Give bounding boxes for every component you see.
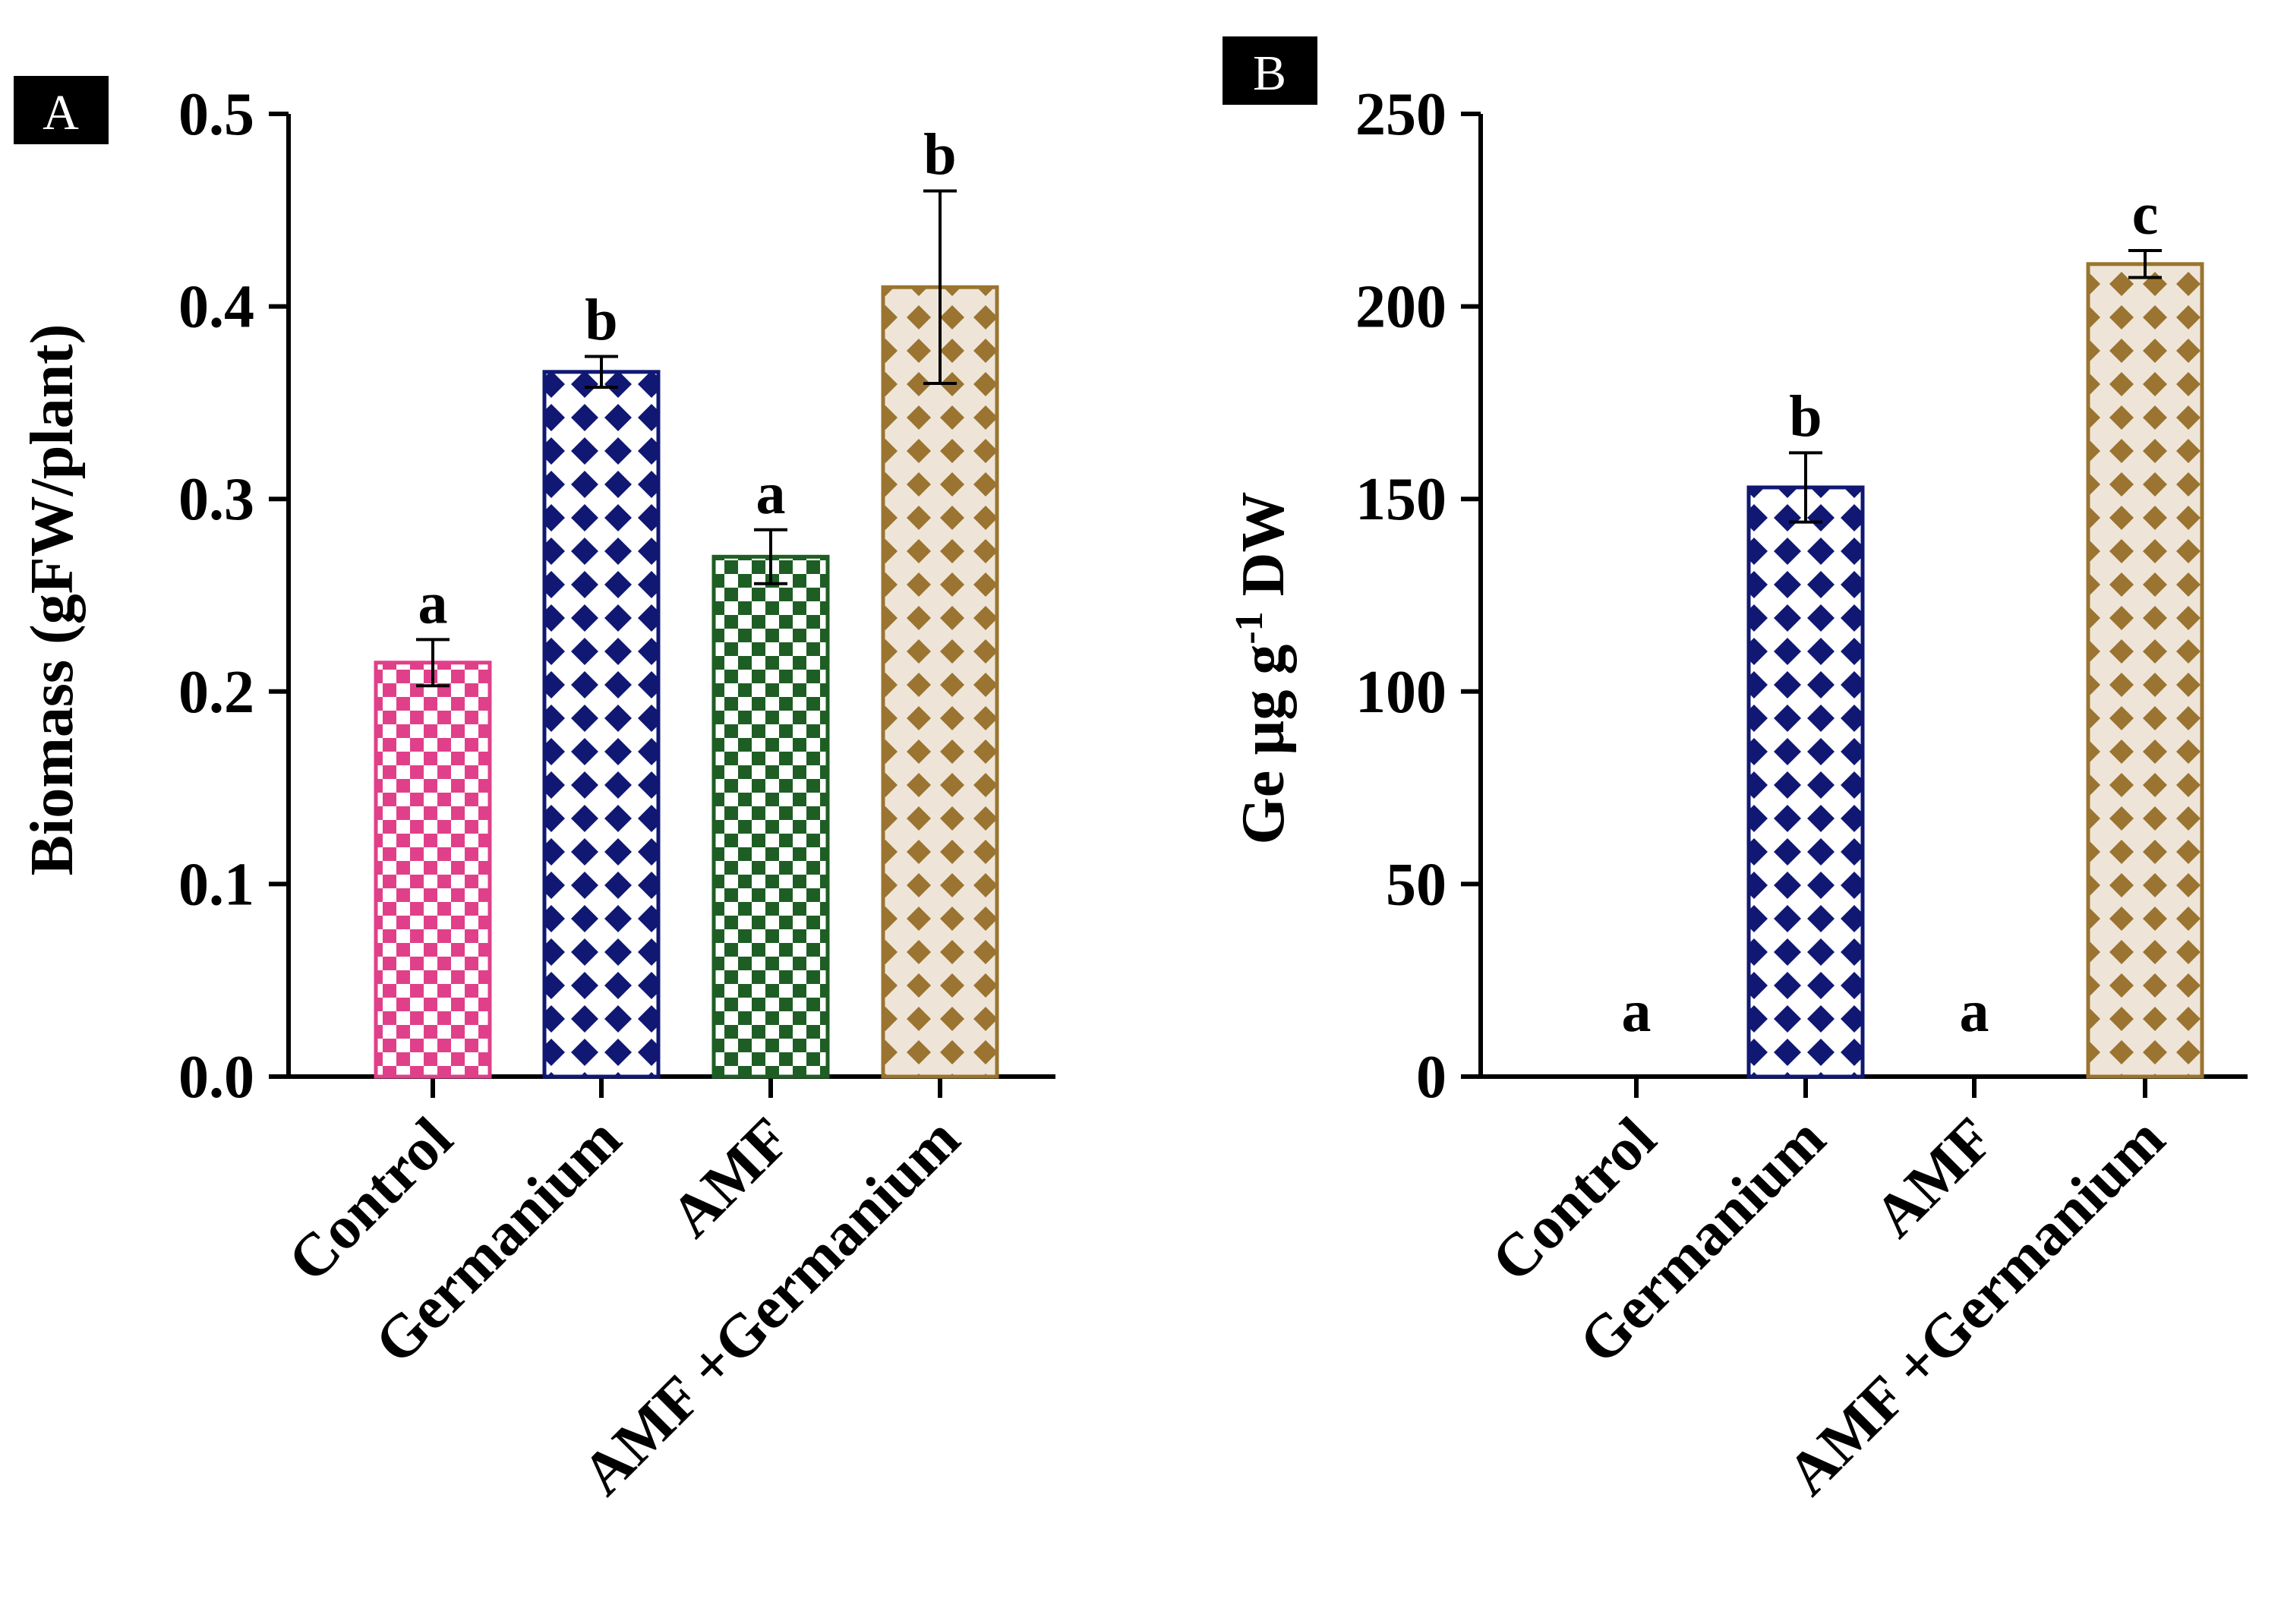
panel-a-y-tick-label: 0.5 bbox=[178, 81, 254, 148]
panel-b-y-tick-label: 100 bbox=[1355, 659, 1447, 726]
panel-b-badge: B bbox=[1223, 36, 1317, 105]
panel-b-y-tick-label: 150 bbox=[1355, 466, 1447, 533]
panel-a-bar-amf-germanium bbox=[881, 285, 999, 1079]
panel-b-bar-amf-germanium bbox=[2086, 262, 2204, 1079]
panel-b-significance-letter: b bbox=[1789, 383, 1822, 449]
panel-b-significance-letter: c bbox=[2132, 181, 2159, 247]
svg-text:A: A bbox=[43, 85, 79, 140]
panel-a: A Biomass (gFW/plant) 0.0 0.1 0.2 0.3 0.4 0.5… bbox=[14, 76, 1055, 1508]
panel-a-significance-letter: b bbox=[923, 121, 956, 187]
panel-a-bar-amf bbox=[711, 554, 830, 1079]
panel-b: B Ge µg g-1 DW 050100150200250ControlGer… bbox=[1223, 36, 2248, 1508]
panel-b-significance-letter: a bbox=[1960, 978, 1989, 1044]
panel-a-significance-letter: b bbox=[585, 287, 617, 353]
panel-b-significance-letter: a bbox=[1622, 978, 1652, 1044]
panel-a-y-tick-label: 0.3 bbox=[178, 466, 254, 533]
panel-b-bars: a b a c bbox=[1622, 181, 2204, 1079]
panel-a-y-axis-label: Biomass (gFW/plant) bbox=[19, 324, 86, 876]
panel-b-y-tick-label: 250 bbox=[1355, 81, 1447, 148]
panel-b-y-axis-label: Ge µg g-1 DW bbox=[1228, 492, 1298, 845]
panel-b-x-tick-label: AMF bbox=[1862, 1105, 2007, 1250]
panel-b-bar-germanium bbox=[1746, 485, 1865, 1079]
panel-b-y-tick-label: 0 bbox=[1416, 1044, 1447, 1111]
panel-b-y-tick-label: 200 bbox=[1355, 274, 1447, 341]
panel-a-bars: a b a b bbox=[374, 121, 999, 1079]
panel-a-y-tick-label: 0.4 bbox=[178, 274, 254, 341]
panel-a-significance-letter: a bbox=[418, 569, 448, 635]
svg-text:B: B bbox=[1253, 46, 1286, 101]
panel-a-significance-letter: a bbox=[756, 460, 786, 526]
panel-b-y-tick-label: 50 bbox=[1386, 851, 1447, 918]
panel-a-bar-germanium bbox=[542, 370, 661, 1079]
panel-a-x-tick-label: AMF bbox=[658, 1105, 803, 1250]
panel-a-badge: A bbox=[14, 76, 109, 144]
panel-a-y-tick-label: 0.2 bbox=[178, 659, 254, 726]
panel-a-bar-control bbox=[374, 661, 492, 1079]
panel-a-y-tick-label: 0.0 bbox=[178, 1044, 254, 1111]
panel-a-y-tick-label: 0.1 bbox=[178, 851, 254, 918]
